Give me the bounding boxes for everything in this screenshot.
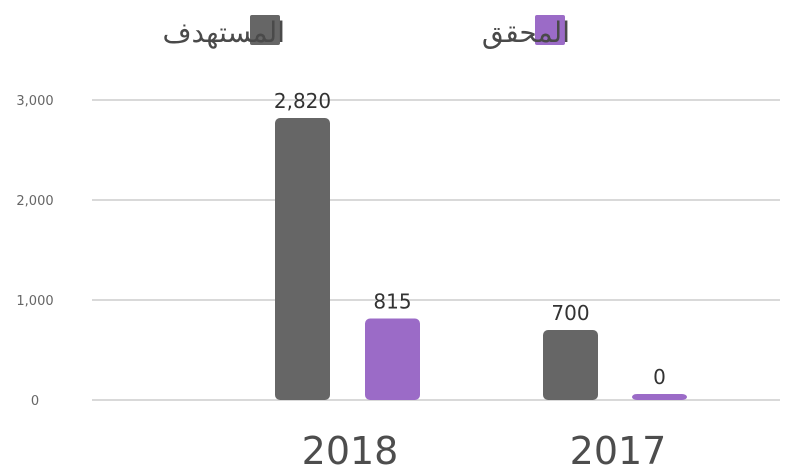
legend-label-2: المحقق bbox=[482, 16, 570, 49]
bar-label-2017-1: 700 bbox=[551, 301, 589, 325]
bar-labels: 2,820 815 700 0 bbox=[274, 89, 666, 389]
x-axis-categories: 2018 2017 bbox=[302, 429, 667, 471]
grid-lines bbox=[92, 99, 780, 401]
y-tick-label-3: 2,000 bbox=[16, 194, 53, 209]
bar-2017-2 bbox=[632, 394, 687, 400]
legend: المستهدف المحقق bbox=[162, 15, 570, 49]
category-label-2017: 2017 bbox=[570, 429, 667, 471]
bar-label-2017-2: 0 bbox=[653, 365, 666, 389]
legend-item-1: المستهدف bbox=[162, 15, 285, 49]
bar-2018-1 bbox=[275, 118, 330, 400]
y-tick-label-2: 1,000 bbox=[16, 294, 53, 309]
bar-2017-1 bbox=[543, 330, 598, 400]
legend-item-2: المحقق bbox=[482, 15, 570, 49]
bar-label-2018-2: 815 bbox=[373, 290, 411, 314]
bar-2018-2 bbox=[365, 318, 420, 400]
legend-swatch-2 bbox=[535, 15, 565, 45]
y-tick-label-1: 0 bbox=[31, 394, 39, 409]
legend-swatch-1 bbox=[250, 15, 280, 45]
y-tick-label-4: 3,000 bbox=[16, 94, 53, 109]
legend-label-1: المستهدف bbox=[162, 16, 285, 49]
bar-label-2018-1: 2,820 bbox=[274, 89, 331, 113]
bars bbox=[275, 118, 687, 400]
y-axis: 0 1,000 2,000 3,000 bbox=[16, 94, 53, 409]
category-label-2018: 2018 bbox=[302, 429, 399, 471]
